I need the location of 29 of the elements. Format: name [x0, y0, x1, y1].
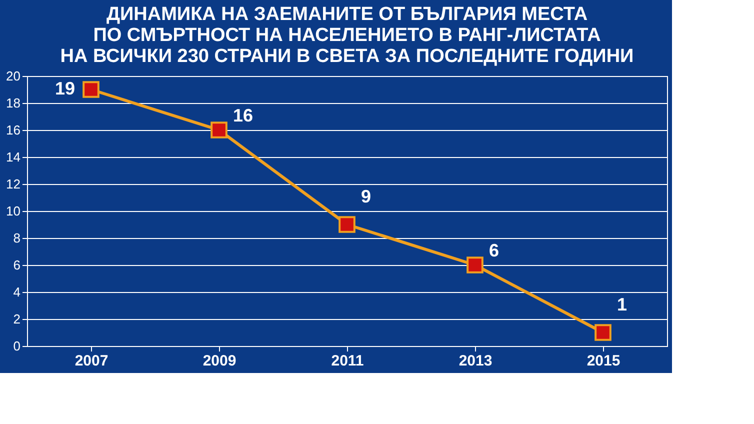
data-label: 16	[233, 106, 254, 126]
x-tick-label: 2011	[331, 352, 364, 370]
point	[82, 81, 100, 98]
point	[338, 216, 356, 233]
y-tick-label: 0	[13, 338, 20, 354]
point	[210, 122, 228, 138]
x-tick-label: 2015	[586, 352, 620, 370]
data-label: 19	[54, 78, 75, 98]
y-tick-label: 20	[6, 68, 20, 84]
data-label: 9	[361, 186, 372, 206]
text: НА ВСИЧКИ 230 СТРАНИ В СВЕТА ЗА ПОСЛЕДНИТЕ ГОДИНИ	[60, 46, 634, 67]
y-tick-label: 6	[13, 258, 20, 272]
y-tick-label: 10	[6, 204, 20, 218]
y-tick-label: 12	[6, 176, 20, 192]
y-tick-label: 4	[13, 284, 20, 300]
data-label: 6	[489, 240, 500, 260]
point	[594, 324, 612, 341]
y-tick-label: 2	[13, 312, 20, 326]
x-tick-label: 2013	[458, 352, 492, 370]
text: ДИНАМИКА НА ЗАЕМАНИТЕ ОТ БЪЛГАРИЯ МЕСТА	[106, 4, 588, 25]
x-tick-label: 2007	[74, 352, 108, 370]
y-tick-label: 8	[13, 230, 20, 246]
data-label: 1	[617, 294, 628, 314]
y-tick-label: 16	[6, 122, 20, 138]
y-tick-label: 14	[6, 150, 20, 164]
text: ПО СМЪРТНОСТ НА НАСЕЛЕНИЕТО В РАНГ-ЛИСТАТА	[93, 25, 601, 46]
y-tick-label: 18	[6, 96, 20, 110]
x-tick-label: 2009	[202, 352, 236, 370]
point	[466, 256, 484, 274]
